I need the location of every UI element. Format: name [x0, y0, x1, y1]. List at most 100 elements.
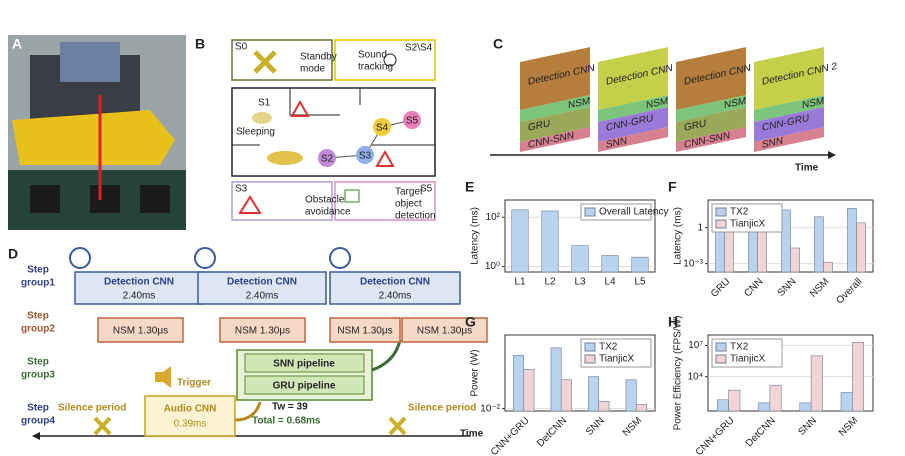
x-tick-label: CNN: [742, 276, 765, 299]
warning-icon: [290, 99, 310, 117]
legend-label: Overall Latency: [599, 207, 668, 218]
node-label: S5: [406, 116, 419, 127]
cat-icon: [267, 151, 303, 165]
speaker-icon: [155, 366, 171, 388]
x-tick-label: SNN: [776, 276, 799, 299]
detection-box: [74, 271, 204, 305]
row-label: group2: [21, 324, 55, 335]
legend-swatch: [584, 342, 596, 352]
bar: [856, 222, 866, 273]
chip: [90, 185, 120, 213]
x-tick-label: SNN: [796, 415, 819, 438]
row-label: Step: [27, 265, 49, 276]
x-tick-label: CNN+GRU: [489, 415, 532, 456]
nsm-label: NSM 1.30μs: [417, 326, 472, 337]
y-tick-label: 1: [697, 222, 703, 233]
arrow-head: [32, 432, 40, 440]
mute-icon: [253, 50, 277, 74]
chip-region: [520, 47, 590, 110]
total-label: Total = 0.68ms: [252, 416, 321, 427]
silence-label: Silence period: [58, 403, 126, 414]
chip-region: [676, 127, 746, 152]
box-time: 0.39ms: [174, 419, 207, 430]
bar: [560, 379, 572, 412]
legend-swatch: [584, 207, 596, 217]
bar: [571, 245, 589, 273]
x-tick-label: L5: [634, 277, 646, 288]
y-tick-label: 10²: [486, 212, 501, 223]
legend-label: TX2: [599, 342, 618, 353]
x-tick-label: DetCNN: [535, 415, 569, 449]
bar: [840, 392, 853, 412]
y-tick-label: 10⁰: [485, 261, 500, 272]
bar: [601, 255, 619, 273]
trigger-label: Trigger: [177, 378, 211, 389]
stage: [244, 375, 365, 395]
panel-label: C: [493, 36, 503, 52]
silence-label: Silence period: [408, 403, 476, 414]
bar: [625, 379, 637, 412]
y-axis-title: Power (W): [470, 349, 481, 396]
bar: [588, 376, 600, 412]
arena: [231, 87, 436, 177]
bar: [814, 216, 824, 273]
x-tick-label: L1: [514, 277, 526, 288]
panel-label: H: [668, 314, 678, 330]
warning-icon: [375, 149, 395, 167]
stage: [244, 353, 365, 373]
bar: [513, 354, 525, 412]
chip: [30, 185, 60, 213]
bar: [550, 347, 562, 412]
state-id: S3: [235, 184, 248, 195]
chip-region: [676, 95, 746, 122]
y-tick-label: 10⁴: [688, 371, 703, 382]
chip-label: NSM: [568, 96, 590, 112]
legend-label: TianjicX: [730, 354, 766, 365]
state-node: [373, 118, 391, 136]
flow-arrow: [234, 401, 262, 422]
box-title: Detection CNN: [360, 277, 430, 288]
panel-label: G: [465, 314, 476, 330]
state-box: [231, 39, 333, 81]
state-text: Obstacle: [305, 195, 345, 206]
legend-swatch: [715, 219, 727, 229]
row-label: group3: [21, 370, 55, 381]
bar: [716, 399, 729, 412]
stage-label: SNN pipeline: [273, 359, 335, 370]
chip-label: GRU: [684, 118, 706, 134]
sound-icon: [383, 53, 397, 67]
node-label: S3: [359, 151, 372, 162]
bar: [852, 341, 865, 412]
bar: [724, 229, 734, 273]
state-id: S5: [420, 184, 433, 195]
audio-box: [144, 395, 236, 437]
x-tick-label: NSM: [808, 276, 832, 300]
camera-icon: [194, 247, 216, 269]
bar: [769, 384, 782, 412]
mute-icon: [388, 416, 407, 436]
state-text: detection: [395, 211, 436, 222]
x-tick-label: CNN+GRU: [694, 415, 737, 456]
node-label: S2: [321, 154, 334, 165]
box-time: 2.40ms: [379, 291, 412, 302]
chip-region: [676, 107, 746, 142]
legend-swatch: [584, 354, 596, 364]
bar: [810, 355, 823, 412]
bar: [631, 256, 649, 273]
bar: [523, 369, 535, 412]
x-tick-label: SNN: [584, 415, 607, 438]
flow-arrow: [371, 339, 402, 372]
detection-box: [197, 271, 327, 305]
chip-region: [598, 107, 668, 142]
chip-region: [598, 127, 668, 152]
state-text: object: [395, 199, 422, 210]
legend-swatch: [715, 207, 727, 217]
y-axis-title: Latency (ms): [673, 207, 684, 265]
legend-box: [580, 203, 652, 221]
bar: [728, 389, 741, 412]
axis-title: Time: [460, 429, 484, 440]
mute-icon: [93, 416, 112, 436]
x-tick-label: L3: [574, 277, 586, 288]
